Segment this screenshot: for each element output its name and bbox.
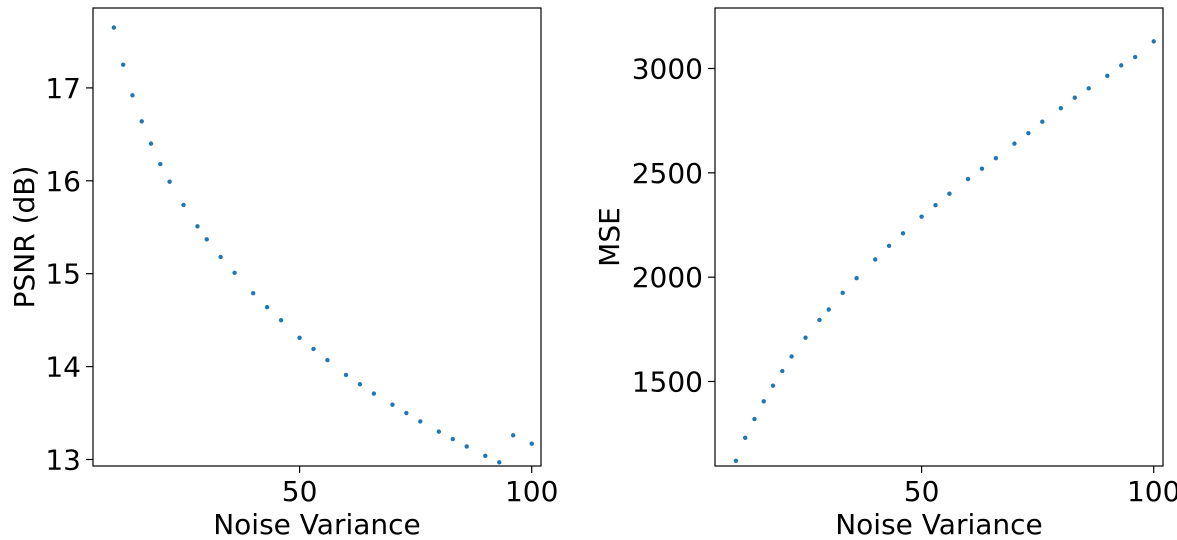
mse-data-point xyxy=(1132,54,1138,60)
mse-data-point xyxy=(1012,141,1017,146)
psnr-data-point xyxy=(181,202,186,208)
psnr-data-point xyxy=(250,291,256,296)
psnr-x-tick-label: 50 xyxy=(282,475,318,508)
mse-data-point xyxy=(752,416,757,422)
psnr-y-tick-label: 16 xyxy=(45,165,81,198)
psnr-data-point xyxy=(278,317,284,323)
mse-data-point xyxy=(947,191,952,196)
mse-data-point xyxy=(1040,119,1045,124)
mse-x-tick-label: 50 xyxy=(904,475,940,508)
mse-data-point xyxy=(919,214,924,219)
psnr-data-point xyxy=(357,382,363,387)
mse-data-point xyxy=(803,335,808,340)
psnr-data-point xyxy=(418,419,423,424)
psnr-plot-frame xyxy=(92,7,542,467)
mse-y-tick-label: 1500 xyxy=(632,365,703,398)
mse-data-point xyxy=(1072,95,1077,100)
mse-scatter-points xyxy=(733,39,1156,463)
mse-data-point xyxy=(826,307,831,312)
mse-data-point xyxy=(900,231,906,236)
psnr-data-point xyxy=(195,224,200,229)
psnr-y-axis-label: PSNR (dB) xyxy=(8,166,41,309)
mse-data-point xyxy=(780,368,785,374)
psnr-data-point xyxy=(297,335,302,340)
mse-data-point xyxy=(733,458,739,463)
mse-data-point xyxy=(1105,73,1110,79)
mse-chart: 50 100 1500 2000 2500 3000 Noise Variance MS… xyxy=(593,7,1177,540)
psnr-data-point xyxy=(464,444,469,449)
psnr-chart: 50 100 13 14 15 16 17 Noise Variance PSNR (dB… xyxy=(8,7,558,540)
psnr-scatter-points xyxy=(111,25,534,465)
mse-x-axis-label: Noise Variance xyxy=(835,508,1043,540)
mse-data-point xyxy=(789,354,794,359)
mse-plot-frame xyxy=(714,7,1164,467)
psnr-data-point xyxy=(120,62,126,67)
mse-y-tick-label: 2000 xyxy=(632,261,703,294)
mse-data-point xyxy=(770,383,776,388)
psnr-x-tick-label: 100 xyxy=(505,475,558,508)
mse-y-ticks: 1500 2000 2500 3000 xyxy=(632,53,715,398)
mse-data-point xyxy=(872,257,878,262)
psnr-y-tick-label: 15 xyxy=(45,258,81,291)
psnr-data-point xyxy=(167,179,172,184)
mse-data-point xyxy=(1119,63,1124,68)
mse-data-point xyxy=(1086,86,1091,91)
psnr-data-point xyxy=(390,402,395,407)
psnr-data-point xyxy=(510,433,516,438)
psnr-data-point xyxy=(450,436,455,442)
psnr-data-point xyxy=(139,119,144,124)
psnr-data-point xyxy=(371,391,377,396)
mse-data-point xyxy=(979,166,985,171)
psnr-data-point xyxy=(343,372,349,378)
psnr-data-point xyxy=(311,346,316,352)
mse-y-tick-label: 3000 xyxy=(632,53,703,86)
mse-data-point xyxy=(1026,130,1031,136)
psnr-data-point xyxy=(158,161,163,167)
mse-data-point xyxy=(965,176,971,182)
mse-data-point xyxy=(840,290,845,296)
mse-data-point xyxy=(933,202,938,208)
mse-data-point xyxy=(886,243,892,249)
psnr-y-tick-label: 14 xyxy=(45,351,81,384)
psnr-y-tick-label: 17 xyxy=(45,72,81,105)
psnr-data-point xyxy=(148,141,154,146)
psnr-y-ticks: 13 14 15 16 17 xyxy=(45,72,93,476)
psnr-data-point xyxy=(436,429,442,434)
mse-x-tick-label: 100 xyxy=(1127,475,1177,508)
psnr-data-point xyxy=(264,304,270,310)
psnr-x-ticks: 50 100 xyxy=(282,466,558,508)
psnr-data-point xyxy=(529,441,534,446)
mse-y-axis-label: MSE xyxy=(593,207,626,267)
psnr-data-point xyxy=(218,254,223,260)
psnr-x-axis-label: Noise Variance xyxy=(213,508,421,540)
psnr-y-tick-label: 13 xyxy=(45,443,81,476)
mse-data-point xyxy=(817,317,822,323)
psnr-data-point xyxy=(130,93,135,98)
psnr-data-point xyxy=(111,25,117,30)
mse-data-point xyxy=(742,435,748,441)
psnr-data-point xyxy=(325,357,330,363)
mse-data-point xyxy=(854,276,859,281)
mse-data-point xyxy=(993,156,999,161)
psnr-data-point xyxy=(232,270,237,275)
psnr-data-point xyxy=(497,460,502,465)
mse-data-point xyxy=(1151,39,1156,44)
psnr-data-point xyxy=(404,410,409,416)
mse-y-tick-label: 2500 xyxy=(632,157,703,190)
psnr-data-point xyxy=(483,453,488,458)
mse-data-point xyxy=(1058,105,1064,111)
mse-data-point xyxy=(761,399,766,404)
mse-x-ticks: 50 100 xyxy=(904,466,1177,508)
psnr-data-point xyxy=(204,237,209,242)
